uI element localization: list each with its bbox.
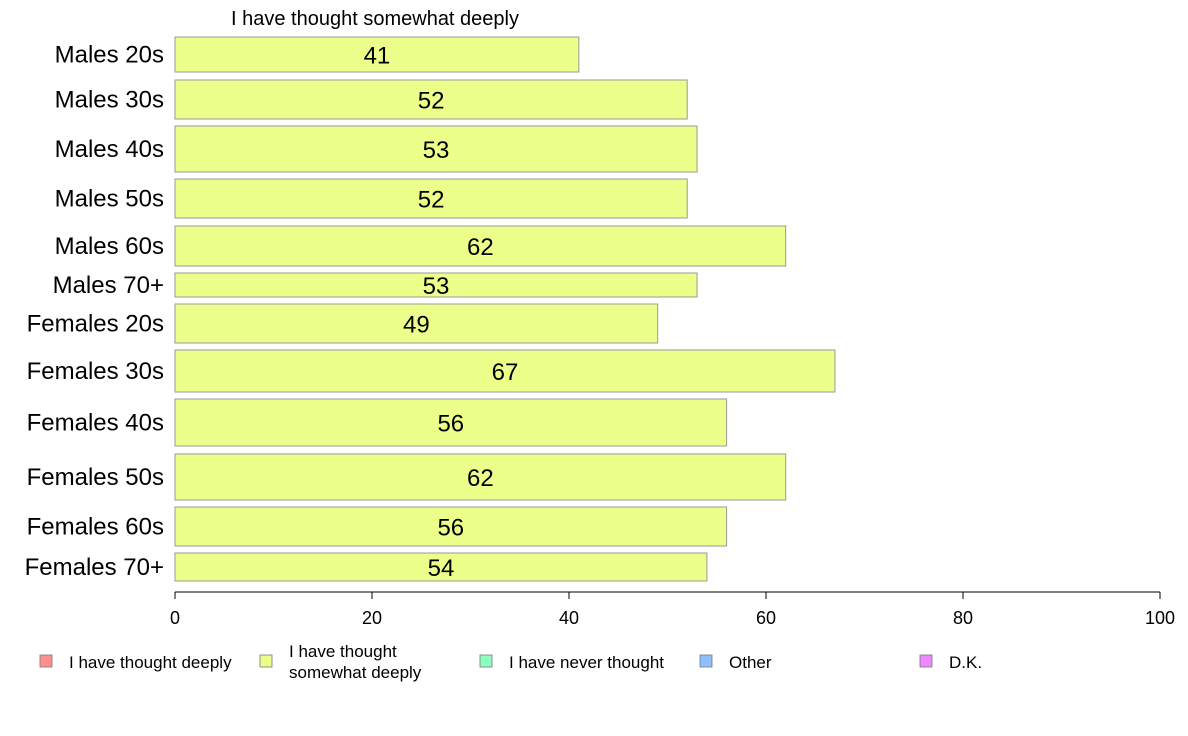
category-label: Males 30s (55, 87, 164, 114)
bar (174, 398, 728, 447)
legend-label: Other (729, 653, 772, 672)
bar (174, 79, 688, 120)
data-label: 56 (437, 411, 464, 438)
data-label: 53 (423, 137, 450, 164)
category-label: Females 50s (27, 464, 164, 491)
x-tick-label: 100 (1145, 608, 1175, 628)
bars-group: Males 20s 41 Males 30s 52 Males 40s 53 Males 5… (25, 36, 836, 582)
category-label: Females 40s (27, 410, 164, 437)
category-label: Males 60s (55, 233, 164, 260)
legend-label: I have never thought (509, 653, 664, 672)
category-label: Females 30s (27, 358, 164, 385)
bar (174, 178, 688, 219)
data-label: 49 (403, 312, 430, 339)
legend-swatch (259, 654, 273, 668)
legend-swatch (479, 654, 493, 668)
data-label: 53 (423, 273, 450, 300)
bar (174, 303, 659, 344)
category-label: Females 20s (27, 311, 164, 338)
category-label: Females 70+ (25, 554, 164, 581)
data-label: 56 (437, 515, 464, 542)
bar (174, 453, 787, 501)
bar (174, 225, 787, 267)
category-label: Females 60s (27, 514, 164, 541)
category-label: Males 50s (55, 186, 164, 213)
bar (174, 552, 708, 582)
data-label: 52 (418, 88, 445, 115)
legend-label: somewhat deeply (289, 663, 422, 682)
bar (174, 125, 698, 173)
data-label: 52 (418, 187, 445, 214)
bar (174, 349, 836, 393)
data-label: 62 (467, 234, 494, 261)
legend-label: I have thought (289, 642, 397, 661)
category-label: Males 40s (55, 136, 164, 163)
x-tick-label: 0 (170, 608, 180, 628)
x-tick-label: 60 (756, 608, 776, 628)
legend-label: I have thought deeply (69, 653, 232, 672)
legend-swatch (699, 654, 713, 668)
data-label: 62 (467, 465, 494, 492)
legend-swatch (39, 654, 53, 668)
legend: I have thought deeply I have thought somew… (39, 642, 982, 682)
x-tick-label: 80 (953, 608, 973, 628)
category-label: Males 20s (55, 42, 164, 69)
x-tick-label: 20 (362, 608, 382, 628)
legend-label: D.K. (949, 653, 982, 672)
data-label: 54 (428, 555, 455, 582)
data-label: 41 (364, 43, 391, 70)
bar (174, 506, 728, 547)
data-label: 67 (492, 359, 519, 386)
x-axis: 0 20 40 60 80 100 (170, 591, 1175, 628)
bar (174, 272, 698, 298)
chart-title: I have thought somewhat deeply (231, 8, 519, 30)
bar (174, 36, 580, 73)
x-tick-label: 40 (559, 608, 579, 628)
legend-swatch (919, 654, 933, 668)
category-label: Males 70+ (53, 272, 164, 299)
